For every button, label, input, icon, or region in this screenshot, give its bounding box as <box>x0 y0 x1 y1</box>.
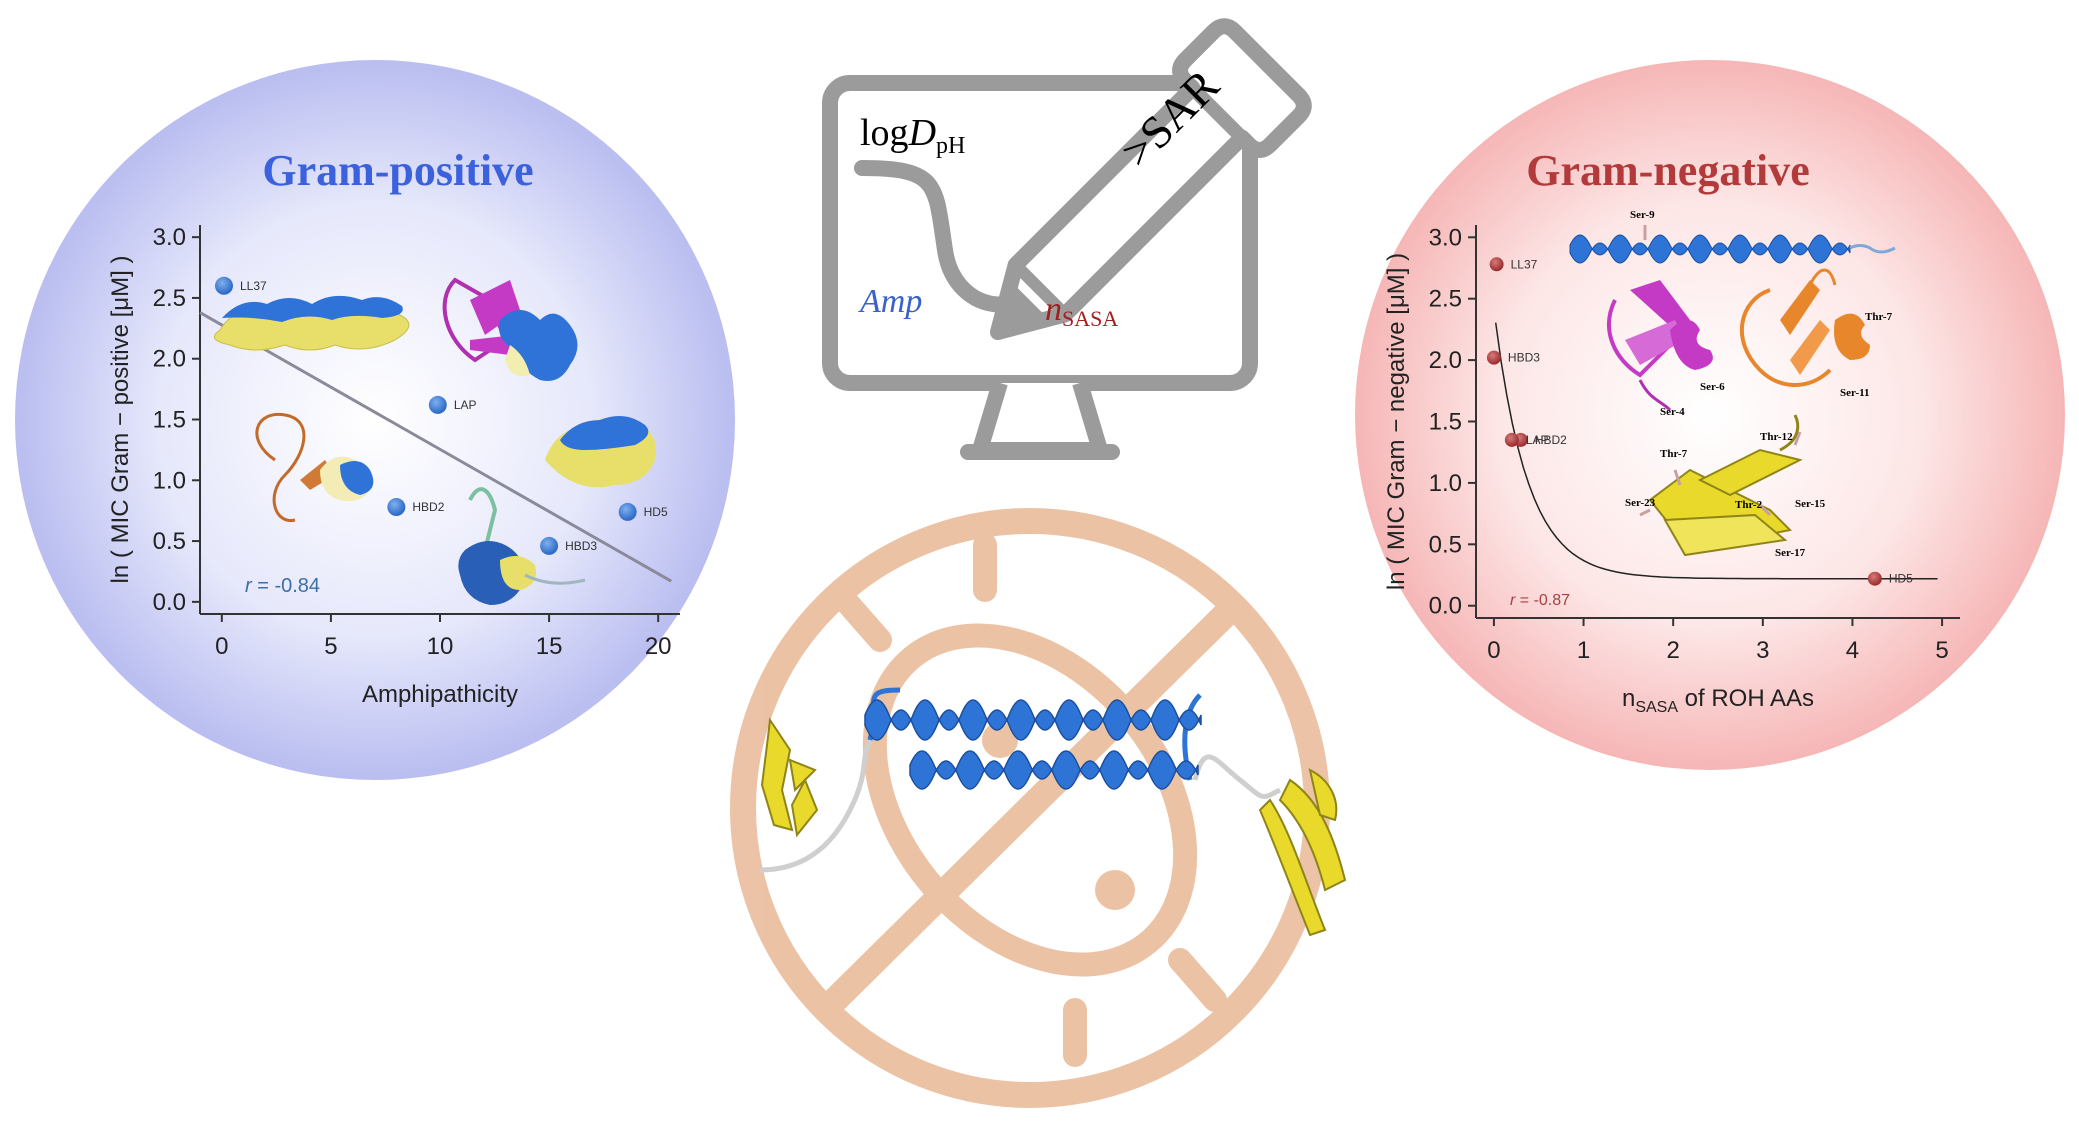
y-tick-label: 2.5 <box>1429 286 1462 313</box>
gram-positive-chart: 0.0 0.5 1.0 1.5 2.0 2.5 3.0 0 5 10 15 20 ln ( MIC Gr… <box>107 224 680 708</box>
hd5-surface-icon <box>545 416 656 488</box>
y-tick-label: 0.0 <box>1429 593 1462 620</box>
x-tick-label: 15 <box>536 633 563 660</box>
gram-negative-r-annotation: r = -0.87 <box>1510 592 1570 609</box>
fit-line <box>199 311 673 583</box>
hbd2-ribbon-orange-icon <box>1740 268 1870 387</box>
data-point <box>1504 432 1519 447</box>
y-axis-label: ln ( MIC Gram − negative [μM] ) <box>1383 253 1410 590</box>
data-point-label: HBD2 <box>412 500 444 514</box>
ll37-helix-icon <box>1569 225 1896 264</box>
gram-positive-sphere <box>15 60 735 780</box>
data-point-label: HBD3 <box>1508 351 1540 365</box>
x-tick-label: 2 <box>1667 637 1680 664</box>
y-tick-label: 1.0 <box>153 467 186 494</box>
residue-label: Ser-15 <box>1795 498 1826 510</box>
hbd3-ribbon-icon <box>458 487 586 605</box>
y-tick-label: 2.0 <box>1429 347 1462 374</box>
nsasa-label: nSASA <box>1045 291 1118 331</box>
residue-label: Ser-23 <box>1625 497 1656 509</box>
residue-label: Ser-17 <box>1775 547 1806 559</box>
residue-label: Ser-11 <box>1840 387 1870 399</box>
data-point-label: HBD3 <box>565 539 597 553</box>
x-tick-label: 10 <box>427 633 454 660</box>
data-point-label: HD5 <box>1889 572 1913 586</box>
data-point <box>540 536 559 555</box>
gram-negative-title: Gram-negative <box>1526 146 1809 195</box>
x-axis-label: Amphipathicity <box>362 681 518 708</box>
residue-label: Ser-9 <box>1630 209 1655 221</box>
x-tick-label: 3 <box>1756 637 1769 664</box>
x-tick-label: 1 <box>1577 637 1590 664</box>
x-axis-label: nSASA of ROH AAs <box>1622 685 1814 716</box>
fit-curve <box>1494 322 1938 580</box>
data-point <box>1867 571 1882 586</box>
hbd3-ribbon-magenta-icon <box>1607 280 1713 412</box>
gram-negative-sphere <box>1355 60 2065 770</box>
y-tick-label: 3.0 <box>1429 224 1462 251</box>
x-tick-label: 5 <box>324 633 337 660</box>
y-tick-label: 0.5 <box>153 528 186 555</box>
hbd2-ribbon-icon <box>255 413 374 522</box>
y-tick-label: 1.5 <box>153 407 186 434</box>
y-tick-label: 0.5 <box>1429 531 1462 558</box>
residue-label: Thr-7 <box>1865 311 1893 323</box>
x-tick-label: 0 <box>215 633 228 660</box>
lap-ribbon-icon <box>442 277 578 381</box>
data-point-label: HBD2 <box>1535 433 1567 447</box>
central-protein-structure <box>759 687 1347 937</box>
residue-label: Thr-2 <box>1735 499 1763 511</box>
data-point-label: LL37 <box>240 279 267 293</box>
pencil-icon <box>989 18 1312 341</box>
y-tick-label: 0.0 <box>153 589 186 616</box>
hd5-ribbon-yellow-icon <box>1639 414 1803 557</box>
y-tick-label: 3.0 <box>153 224 186 251</box>
gram-negative-chart: 0.0 0.5 1.0 1.5 2.0 2.5 3.0 0 1 2 3 4 5 ln ( MIC Gram… <box>1383 224 1960 716</box>
data-point <box>618 502 637 521</box>
x-tick-label: 0 <box>1487 637 1500 664</box>
logd-label: logDpH <box>860 112 965 159</box>
y-tick-label: 2.5 <box>153 285 186 312</box>
x-tick-label: 5 <box>1935 637 1948 664</box>
y-axis-label: ln ( MIC Gram − positive [μM] ) <box>107 256 134 584</box>
data-point-label: LL37 <box>1511 257 1538 271</box>
y-tick-label: 2.0 <box>153 346 186 373</box>
data-point <box>387 498 406 517</box>
data-point <box>1489 257 1504 272</box>
data-point-label: LAP <box>1526 433 1549 447</box>
antibacterial-sign-icon <box>730 508 1330 1108</box>
residue-label: Thr-7 <box>1660 448 1688 460</box>
residue-label: Ser-6 <box>1700 381 1725 393</box>
x-tick-label: 4 <box>1846 637 1859 664</box>
ll37-surface-icon <box>213 295 410 351</box>
y-tick-label: 1.5 <box>1429 409 1462 436</box>
amp-label: Amp <box>858 283 922 320</box>
gram-positive-r-annotation: r = -0.84 <box>245 575 320 597</box>
data-point-label: LAP <box>454 398 477 412</box>
data-point <box>215 276 233 295</box>
gram-positive-title: Gram-positive <box>262 146 533 195</box>
residue-label: Thr-12 <box>1760 431 1793 443</box>
data-point <box>428 395 447 414</box>
residue-label: Ser-4 <box>1660 406 1685 418</box>
x-tick-label: 20 <box>645 633 672 660</box>
y-tick-label: 1.0 <box>1429 470 1462 497</box>
data-point <box>1486 350 1501 365</box>
data-point-label: HD5 <box>644 505 668 519</box>
